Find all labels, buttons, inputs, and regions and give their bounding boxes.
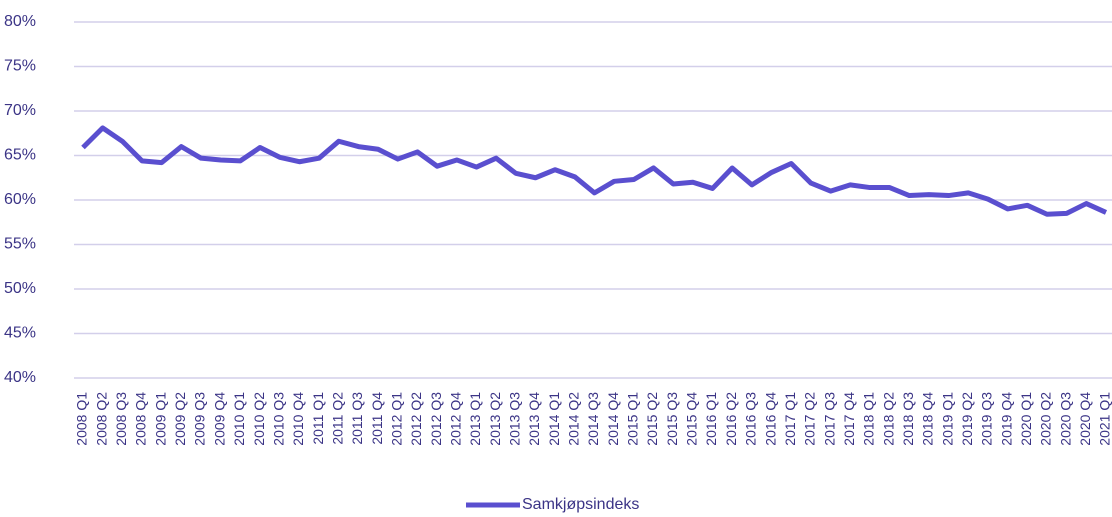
x-tick-label: 2017 Q1 [782, 392, 798, 446]
y-tick-label: 60% [4, 191, 36, 208]
x-tick-label: 2020 Q1 [1018, 392, 1034, 446]
x-tick-label: 2018 Q2 [880, 392, 896, 446]
x-tick-label: 2016 Q4 [762, 392, 778, 446]
x-tick-label: 2015 Q1 [625, 392, 641, 446]
line-series [81, 125, 1108, 217]
x-tick-label: 2019 Q2 [959, 392, 975, 446]
x-tick-label: 2019 Q1 [939, 392, 955, 446]
x-tick-label: 2019 Q4 [998, 392, 1014, 446]
x-tick-label: 2009 Q3 [192, 392, 208, 446]
x-tick-label: 2011 Q3 [349, 392, 365, 445]
x-tick-label: 2015 Q4 [684, 392, 700, 446]
x-tick-label: 2009 Q4 [211, 392, 227, 446]
x-tick-label: 2011 Q1 [310, 392, 326, 445]
x-tick-label: 2008 Q1 [74, 392, 90, 446]
x-tick-label: 2015 Q3 [664, 392, 680, 446]
x-tick-label: 2010 Q1 [231, 392, 247, 446]
x-tick-label: 2014 Q4 [605, 392, 621, 446]
x-tick-label: 2014 Q2 [566, 392, 582, 446]
y-tick-label: 40% [4, 369, 36, 386]
y-tick-label: 55% [4, 236, 36, 253]
y-tick-label: 65% [4, 147, 36, 164]
x-tick-label: 2020 Q4 [1077, 392, 1093, 446]
x-tick-label: 2018 Q4 [920, 392, 936, 446]
x-tick-label: 2012 Q4 [447, 392, 463, 446]
x-tick-label: 2012 Q3 [428, 392, 444, 446]
x-tick-label: 2010 Q2 [251, 392, 267, 446]
x-tick-label: 2018 Q1 [861, 392, 877, 446]
x-tick-label: 2016 Q2 [723, 392, 739, 446]
x-tick-label: 2013 Q4 [526, 392, 542, 446]
x-tick-label: 2013 Q3 [507, 392, 523, 446]
x-tick-label: 2008 Q3 [113, 392, 129, 446]
x-tick-label: 2012 Q2 [408, 392, 424, 446]
y-tick-label: 80% [4, 13, 36, 30]
x-tick-label: 2014 Q1 [546, 392, 562, 446]
x-tick-label: 2013 Q2 [487, 392, 503, 446]
y-tick-label: 75% [4, 58, 36, 75]
x-tick-label: 2011 Q2 [329, 392, 345, 445]
x-tick-label: 2018 Q3 [900, 392, 916, 446]
x-tick-label: 2010 Q3 [270, 392, 286, 446]
y-tick-label: 50% [4, 280, 36, 297]
x-tick-label: 2009 Q2 [172, 392, 188, 446]
x-tick-label: 2016 Q3 [743, 392, 759, 446]
x-tick-label: 2019 Q3 [979, 392, 995, 446]
x-tick-label: 2017 Q4 [841, 392, 857, 446]
x-tick-label: 2011 Q4 [369, 392, 385, 445]
y-tick-label: 70% [4, 102, 36, 119]
x-tick-label: 2020 Q2 [1038, 392, 1054, 446]
x-tick-label: 2015 Q2 [644, 392, 660, 446]
y-tick-label: 45% [4, 325, 36, 342]
legend-label: Samkjøpsindeks [522, 496, 639, 513]
x-tick-label: 2020 Q3 [1057, 392, 1073, 446]
x-tick-label: 2021 Q1 [1097, 392, 1112, 446]
x-tick-label: 2012 Q1 [388, 392, 404, 446]
x-tick-label: 2014 Q3 [585, 392, 601, 446]
x-tick-label: 2010 Q4 [290, 392, 306, 446]
x-tick-label: 2008 Q4 [133, 392, 149, 446]
x-tick-label: 2017 Q2 [802, 392, 818, 446]
x-tick-label: 2008 Q2 [93, 392, 109, 446]
x-tick-label: 2016 Q1 [703, 392, 719, 446]
x-tick-label: 2013 Q1 [467, 392, 483, 446]
x-tick-label: 2017 Q3 [821, 392, 837, 446]
x-tick-label: 2009 Q1 [152, 392, 168, 446]
